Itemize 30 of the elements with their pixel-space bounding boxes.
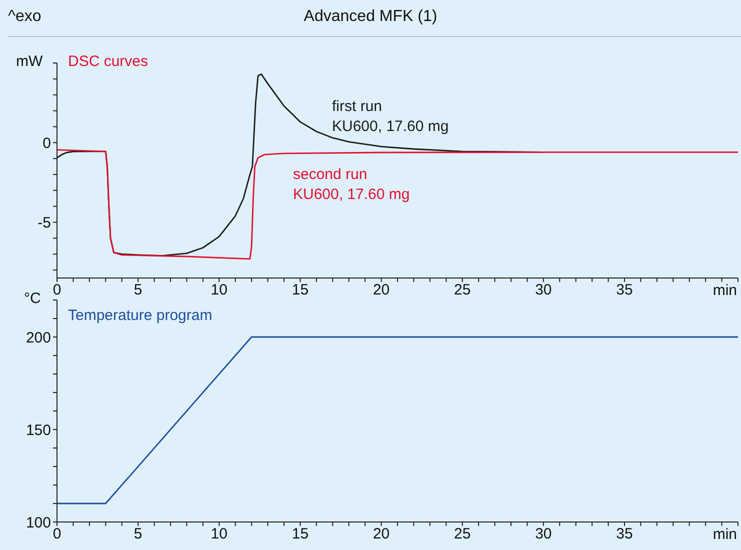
x-tick-label: 30 xyxy=(535,526,552,543)
x-tick-label: 30 xyxy=(535,282,552,299)
x-tick-label: 25 xyxy=(454,526,471,543)
x-tick-label: 20 xyxy=(372,526,390,543)
series-label: first run KU600, 17.60 mg xyxy=(332,97,449,137)
y-axis-title: °C xyxy=(24,290,41,307)
x-tick-label: 20 xyxy=(372,282,390,299)
text: Temperature program xyxy=(68,306,212,326)
x-tick-label: 35 xyxy=(616,526,633,543)
x-tick-label: 10 xyxy=(210,282,228,299)
annotation: DSC curves xyxy=(68,53,148,70)
text: ^exo xyxy=(8,8,42,26)
line-series xyxy=(57,149,738,260)
chart-title: Advanced MFK (1) xyxy=(304,8,438,25)
y-tick-label: -5 xyxy=(38,214,51,232)
y-tick-label: 0 xyxy=(42,134,51,152)
y-tick-label: 100 xyxy=(26,514,51,532)
y-tick-label: 150 xyxy=(26,422,51,439)
x-axis-title: min xyxy=(712,526,737,543)
x-tick-label: 35 xyxy=(616,282,633,299)
x-tick-label: 5 xyxy=(134,282,142,299)
x-tick-label: 5 xyxy=(134,526,142,543)
x-tick-label: 10 xyxy=(210,526,228,543)
x-tick-label: 15 xyxy=(292,282,309,299)
series-label: second run KU600, 17.60 mg xyxy=(293,165,410,205)
x-tick-label: 25 xyxy=(454,282,471,299)
y-axis-title: mW xyxy=(16,53,43,70)
x-tick-label: 15 xyxy=(292,526,309,543)
x-axis-title: min xyxy=(712,282,737,299)
y-tick-label: 200 xyxy=(26,329,51,346)
